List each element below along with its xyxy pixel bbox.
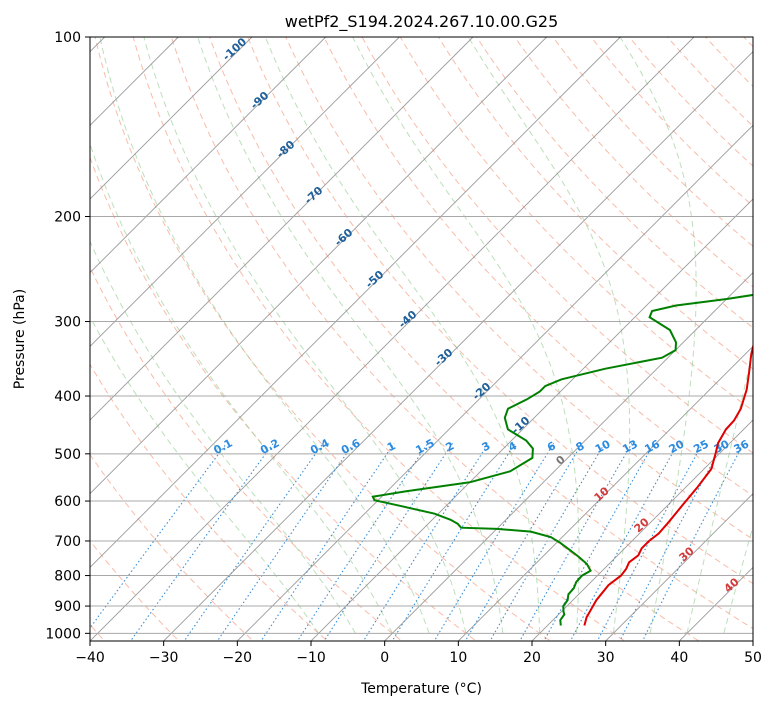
isotherm-line xyxy=(605,493,753,641)
y-tick-label: 800 xyxy=(54,569,81,585)
dry-adiabat-line xyxy=(170,37,700,641)
mixing-ratio-line xyxy=(260,442,395,641)
dry-adiabat-line xyxy=(247,37,753,585)
x-axis-label: Temperature (°C) xyxy=(360,681,482,697)
moist-adiabat-line xyxy=(197,37,504,634)
y-axis-label: Pressure (hPa) xyxy=(12,289,28,389)
mixing-ratio-line xyxy=(391,443,516,641)
background-lines xyxy=(90,24,775,646)
x-tick-label: 20 xyxy=(523,650,541,666)
y-tick-label: 100 xyxy=(54,30,81,46)
y-tick-label: 600 xyxy=(54,494,81,510)
dry-adiabat-line xyxy=(90,363,329,641)
x-tick-label: −20 xyxy=(223,650,253,666)
plot-background xyxy=(90,37,753,641)
y-tick-label: 200 xyxy=(54,210,81,226)
isotherm-line xyxy=(90,37,400,347)
chart-title: wetPf2_S194.2024.267.10.00.G25 xyxy=(285,12,559,32)
isotherm-line xyxy=(90,37,326,274)
moist-adiabat-line xyxy=(619,37,697,634)
x-tick-label: −30 xyxy=(149,650,179,666)
isotherm-line xyxy=(384,272,753,641)
isotherm-line xyxy=(90,37,474,421)
x-tick-label: −10 xyxy=(296,650,326,666)
mixing-ratio-line xyxy=(296,442,429,641)
dry-adiabat-line xyxy=(476,37,753,329)
mixing-ratio-line xyxy=(362,442,490,641)
dry-adiabat-line xyxy=(361,37,753,454)
x-tick-label: −40 xyxy=(75,650,105,666)
isotherm-line xyxy=(752,640,753,641)
isotherm-line xyxy=(237,124,753,641)
x-tick-label: 40 xyxy=(670,650,688,666)
moist-adiabat-line xyxy=(686,346,753,634)
mixing-ratio-line xyxy=(596,443,704,641)
mixing-ratio-label: 16 xyxy=(642,437,662,456)
dry-adiabat-line xyxy=(94,37,552,641)
isotherm-line xyxy=(310,198,753,641)
mixing-ratio-line xyxy=(569,443,679,641)
mixing-ratio-label: 25 xyxy=(691,437,711,456)
dewpoint-profile-line xyxy=(371,293,753,626)
mixing-ratio-line xyxy=(519,443,633,641)
moist-adiabat-line xyxy=(467,37,631,634)
moist-adiabat-line xyxy=(352,37,580,634)
dry-adiabat-line xyxy=(132,37,626,641)
moist-adiabat-line xyxy=(99,37,430,634)
isotherm-line xyxy=(163,51,753,641)
x-tick-label: 10 xyxy=(449,650,467,666)
mixing-ratio-label: 20 xyxy=(667,437,687,456)
y-tick-label: 700 xyxy=(54,534,81,550)
mixing-ratio-label: 36 xyxy=(732,437,752,456)
y-tick-label: 400 xyxy=(54,389,81,405)
x-tick-label: 0 xyxy=(380,650,389,666)
isotherm-line xyxy=(531,419,753,641)
y-tick-label: 500 xyxy=(54,447,81,463)
y-tick-label: 900 xyxy=(54,599,81,615)
dry-adiabat-line xyxy=(323,37,753,497)
temperature-profile-line xyxy=(583,342,753,626)
moist-adiabat-line xyxy=(264,37,541,634)
plot-frame xyxy=(89,36,754,642)
isotherm-line xyxy=(90,37,621,568)
moist-adiabat-line xyxy=(723,524,753,634)
moist-adiabat-line xyxy=(90,240,356,634)
moist-adiabat-line xyxy=(90,315,320,634)
moist-adiabat-line xyxy=(143,37,467,634)
y-tick-label: 300 xyxy=(54,315,81,331)
dry-adiabat-line xyxy=(769,24,775,646)
dry-adiabat-line xyxy=(285,37,753,540)
mixing-ratio-line xyxy=(433,443,555,641)
series-layer xyxy=(371,293,753,626)
x-tick-label: 50 xyxy=(744,650,762,666)
x-axis: −40 −30 −20 −10 0 10 20 30 40 50 xyxy=(75,641,762,666)
mixing-ratio-line xyxy=(216,442,355,641)
isotherm-line xyxy=(90,37,695,641)
mixing-ratio-line xyxy=(464,443,583,641)
dry-adiabat-line xyxy=(399,37,753,412)
mixing-ratio-label: 10 xyxy=(593,437,613,456)
isotherm-line xyxy=(90,37,253,200)
y-tick-label: 1000 xyxy=(45,626,81,642)
isotherm-line xyxy=(458,345,753,641)
mixing-ratio-line xyxy=(323,442,453,641)
mixing-ratio-line xyxy=(129,442,274,641)
dry-adiabat-line xyxy=(208,37,753,630)
mixing-ratio-line xyxy=(489,443,606,641)
mixing-ratio-label: 13 xyxy=(620,437,640,456)
dry-adiabat-line xyxy=(437,37,753,370)
dry-adiabat-line xyxy=(90,453,254,641)
isotherm-line xyxy=(90,37,547,495)
dry-adiabat-line xyxy=(90,156,477,641)
y-axis: 100 200 300 400 500 600 700 800 900 1000 xyxy=(45,30,90,642)
x-tick-label: 30 xyxy=(597,650,615,666)
